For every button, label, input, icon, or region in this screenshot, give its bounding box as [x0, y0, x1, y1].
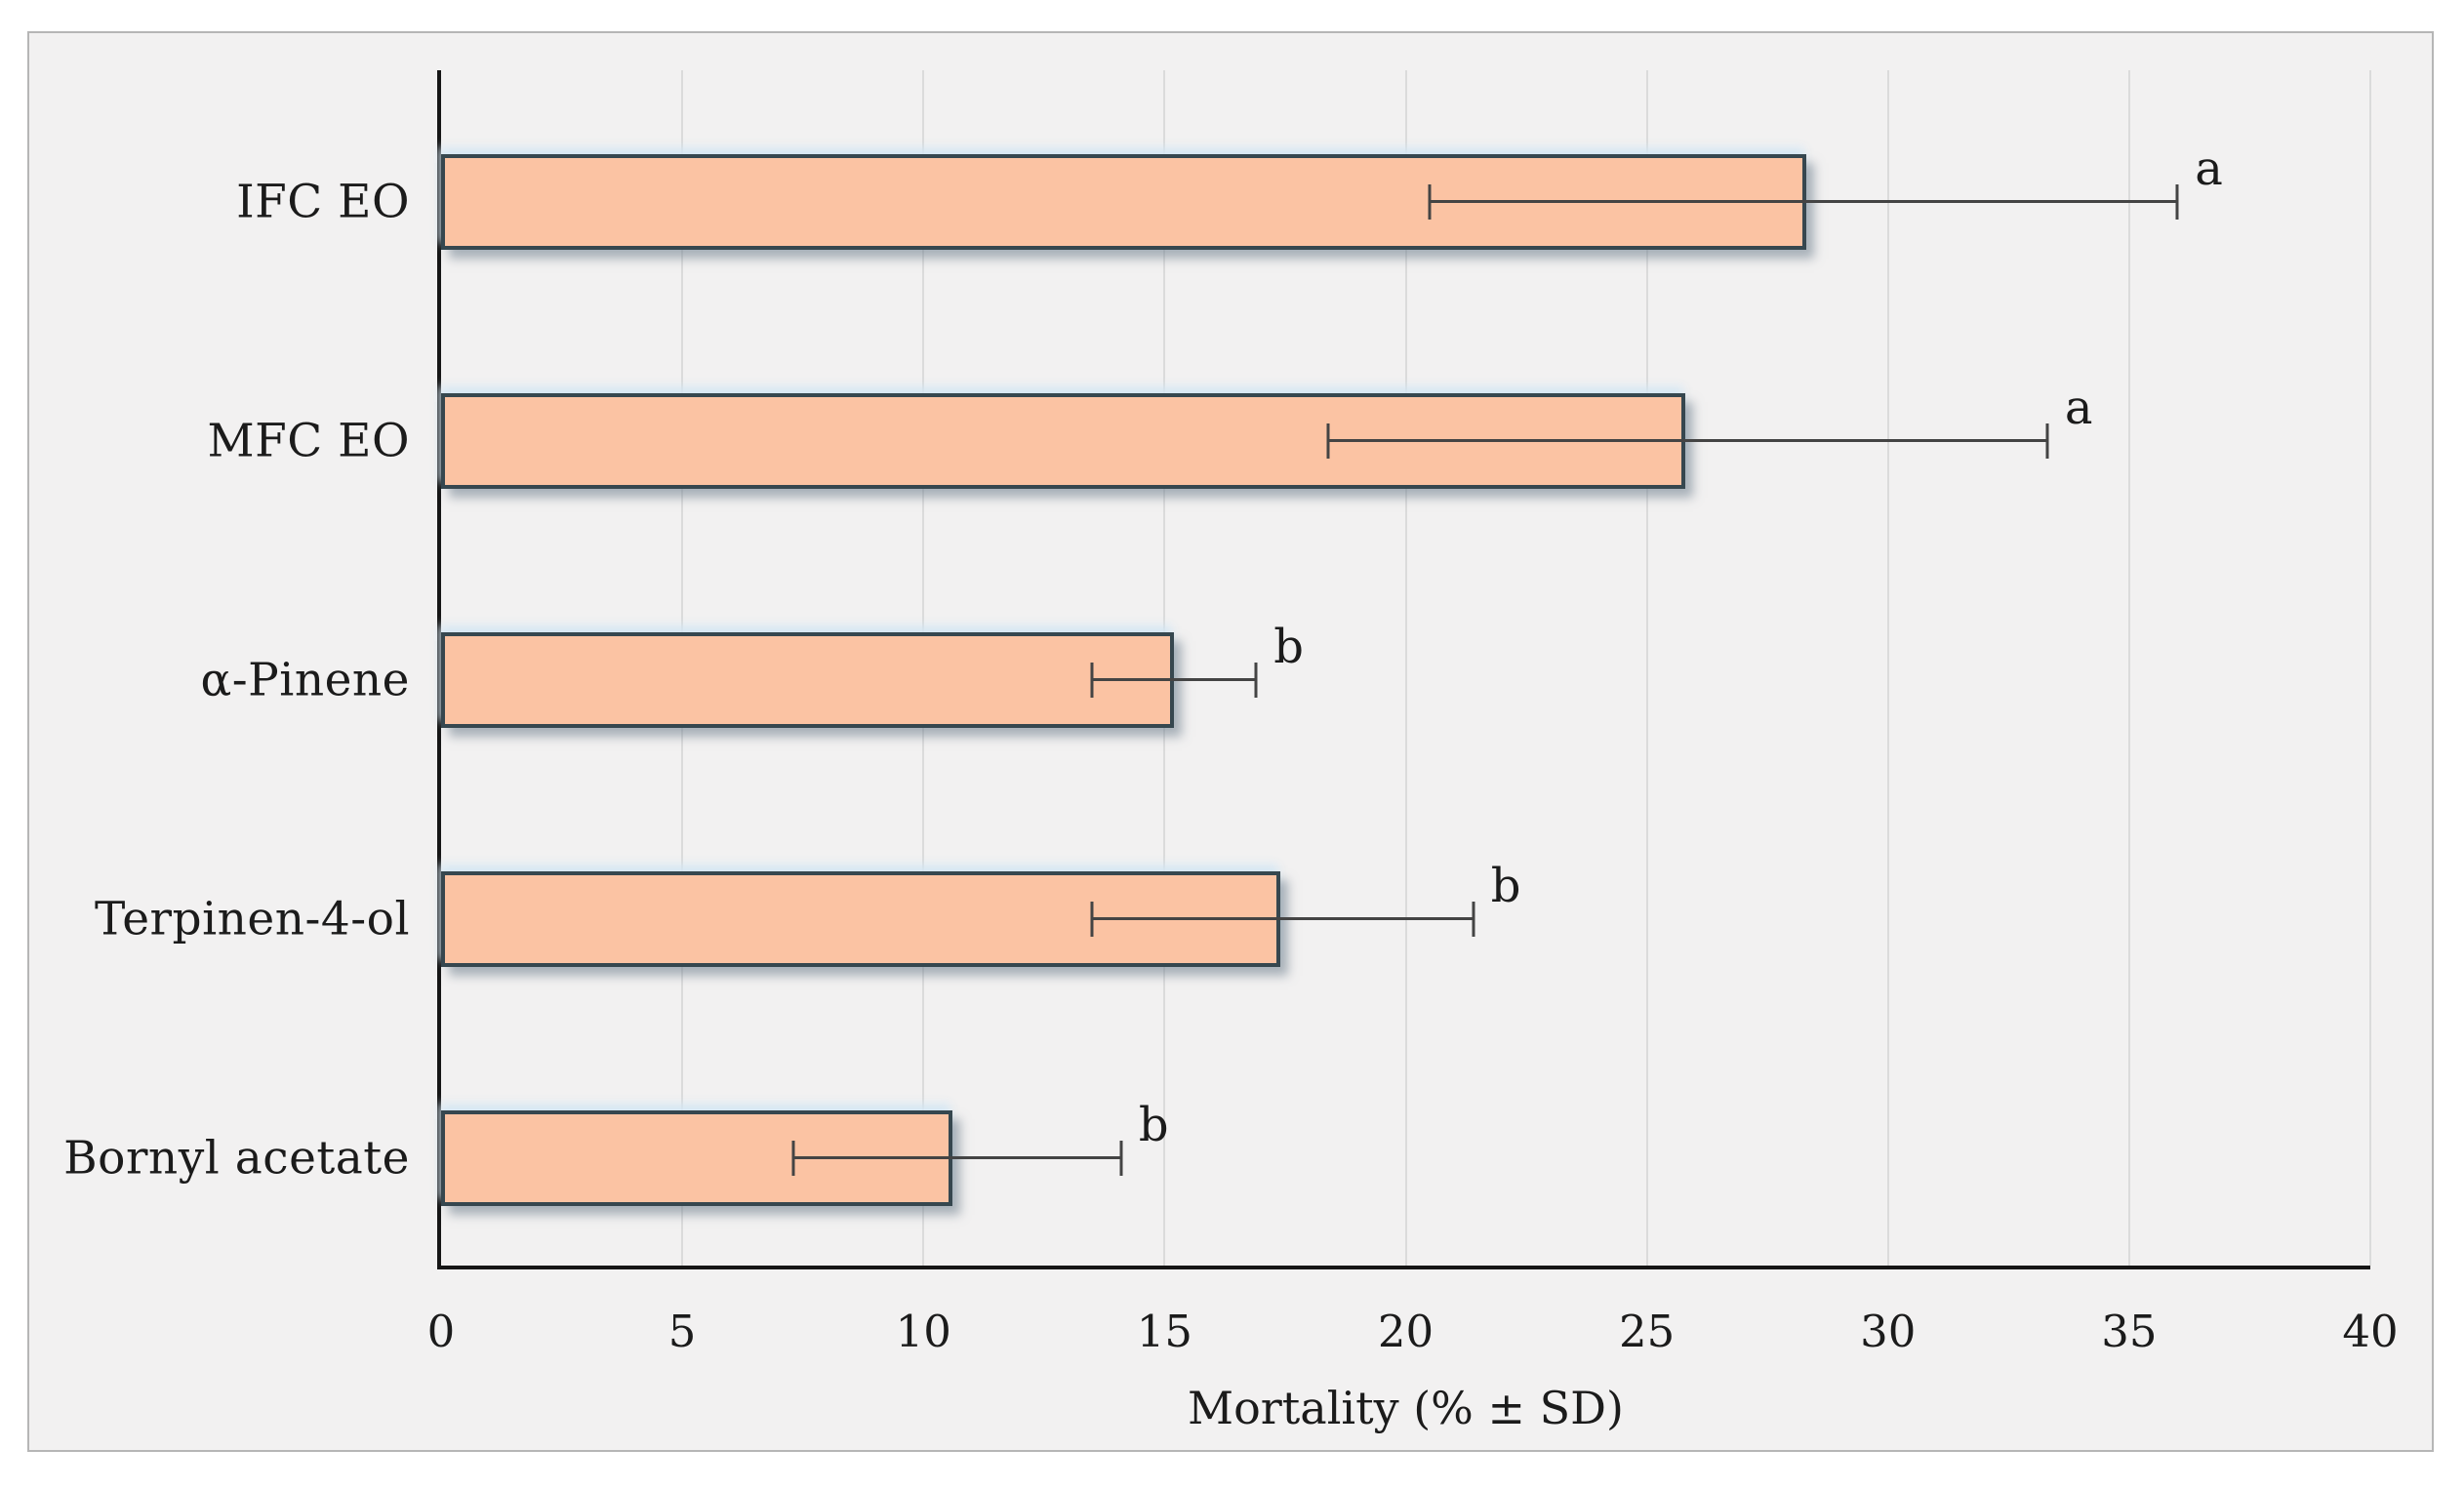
- x-tick-label: 20: [1377, 1306, 1434, 1357]
- error-bar: [1430, 199, 2178, 203]
- chart-panel: IFC EO a MFC EO a α-Pinene b Terpinen-4-ol b Bor…: [27, 31, 2434, 1452]
- bar-row: α-Pinene b: [201, 548, 2370, 787]
- error-cap-left: [791, 1140, 795, 1176]
- x-axis-title: Mortality (% ± SD): [1188, 1382, 1624, 1434]
- x-tick-label: 35: [2101, 1306, 2158, 1357]
- x-axis-line: [437, 1266, 2370, 1269]
- error-cap-left: [1090, 662, 1094, 698]
- gridline: [2127, 70, 2130, 1266]
- category-label: α-Pinene: [200, 653, 410, 706]
- error-cap-left: [1326, 423, 1330, 459]
- error-cap-right: [1254, 662, 1258, 698]
- significance-letter: a: [2195, 141, 2223, 196]
- error-bar: [792, 1155, 1121, 1159]
- bar: [441, 631, 1175, 728]
- error-bar: [1092, 677, 1257, 681]
- bar: [441, 870, 1280, 967]
- significance-letter: a: [2064, 380, 2093, 435]
- category-label: Terpinen-4-ol: [95, 892, 410, 946]
- error-cap-right: [1119, 1140, 1123, 1176]
- bar-row: Bornyl acetate b: [63, 1026, 2370, 1266]
- y-axis-line: [437, 70, 441, 1269]
- error-bar: [1092, 916, 1474, 920]
- gridline: [1886, 70, 1889, 1266]
- x-tick-label: 40: [2342, 1306, 2399, 1357]
- category-label: MFC EO: [207, 414, 410, 467]
- category-label: Bornyl acetate: [63, 1131, 410, 1185]
- significance-letter: b: [1490, 858, 1521, 913]
- x-tick-label: 30: [1860, 1306, 1917, 1357]
- bar-row: IFC EO a: [236, 70, 2370, 309]
- error-bar: [1328, 438, 2047, 442]
- x-tick-label: 25: [1618, 1306, 1676, 1357]
- significance-letter: b: [1138, 1097, 1169, 1152]
- x-tick-label: 0: [426, 1306, 456, 1357]
- plot-area: IFC EO a MFC EO a α-Pinene b Terpinen-4-ol b Bor…: [63, 70, 2371, 1269]
- error-cap-left: [1428, 183, 1432, 220]
- bar-row: Terpinen-4-ol b: [95, 787, 2370, 1026]
- error-cap-left: [1090, 901, 1094, 937]
- category-label: IFC EO: [236, 175, 410, 228]
- x-tick-label: 5: [667, 1306, 697, 1357]
- x-tick-label: 10: [895, 1306, 951, 1357]
- x-axis-tick-row: 0 5 10 15 20 25 30 35 40: [427, 1305, 2399, 1359]
- error-cap-right: [2175, 183, 2179, 220]
- error-cap-right: [2045, 423, 2049, 459]
- x-tick-label: 15: [1136, 1306, 1193, 1357]
- error-cap-right: [1472, 901, 1475, 937]
- gridline: [2369, 70, 2371, 1266]
- significance-letter: b: [1273, 619, 1305, 674]
- bar-row: MFC EO a: [208, 309, 2370, 548]
- gridline: [1645, 70, 1648, 1266]
- gridline: [1404, 70, 1407, 1266]
